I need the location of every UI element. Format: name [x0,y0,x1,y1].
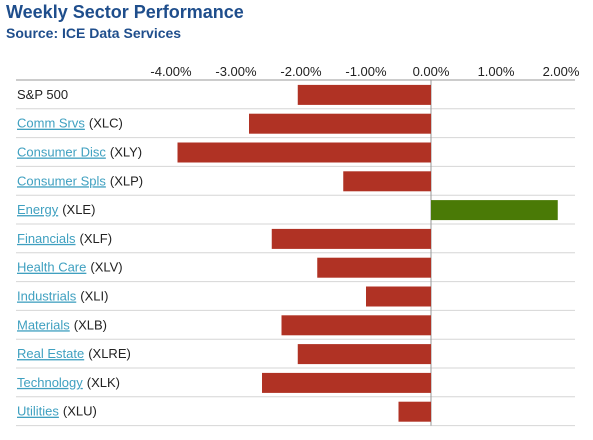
bar-industrials [366,286,431,307]
ticker-label: (XLP) [110,173,143,188]
grid-layer [16,79,575,427]
sector-link[interactable]: Consumer Spls [17,173,106,188]
x-tick-label: 1.00% [478,64,515,79]
ticker-label: (XLRE) [88,346,131,361]
sector-link[interactable]: Utilities [17,404,59,419]
chart-title: Weekly Sector Performance [6,2,244,22]
bar-consumer-disc [177,142,431,163]
ticker-label: (XLK) [87,375,120,390]
row-label: Industrials (XLI) [17,289,108,304]
sector-link[interactable]: Financials [17,231,76,246]
sector-link[interactable]: Consumer Disc [17,145,106,160]
bars-layer [177,84,558,422]
row-label: Real Estate (XLRE) [17,346,131,361]
sector-link[interactable]: Materials [17,317,70,332]
sector-link[interactable]: Technology [17,375,83,390]
x-tick-label: -4.00% [150,64,192,79]
ticker-label: (XLU) [63,404,97,419]
ticker-label: (XLB) [74,317,107,332]
bar-real-estate [297,344,431,365]
row-label: S&P 500 [17,87,68,102]
ticker-label: (XLI) [80,289,108,304]
sector-link[interactable]: Industrials [17,289,77,304]
ticker-label: (XLF) [80,231,113,246]
ticker-label: (XLC) [89,116,123,131]
x-tick-label: 0.00% [413,64,450,79]
bar-technology [262,372,431,393]
row-label: Health Care (XLV) [17,260,123,275]
sector-link[interactable]: Comm Srvs [17,116,85,131]
sector-link[interactable]: Energy [17,202,59,217]
bar-consumer-spls [343,171,431,192]
bar-health-care [317,257,431,278]
x-tick-label: -1.00% [345,64,387,79]
bar-s-p-500 [297,84,431,105]
row-label: Utilities (XLU) [17,404,97,419]
x-tick-label: -3.00% [215,64,257,79]
chart-source: Source: ICE Data Services [6,25,182,41]
row-label: Materials (XLB) [17,317,107,332]
bar-energy [431,200,558,221]
bar-materials [281,315,431,336]
sector-link[interactable]: Health Care [17,260,86,275]
ticker-label: (XLV) [90,260,122,275]
sector-link[interactable]: Real Estate [17,346,84,361]
row-label: Financials (XLF) [17,231,112,246]
x-tick-label: 2.00% [543,64,580,79]
row-label: Energy (XLE) [17,202,95,217]
ticker-label: (XLY) [110,145,142,160]
ticker-label: (XLE) [62,202,95,217]
bar-utilities [398,401,431,422]
row-label: Comm Srvs (XLC) [17,116,123,131]
bar-financials [271,228,431,249]
row-label: Consumer Spls (XLP) [17,173,143,188]
row-label: Technology (XLK) [17,375,120,390]
ticks-layer: -4.00% -3.00% -2.00% -1.00% 0.00% 1.00% 2.00% [150,64,579,79]
bar-comm-srvs [249,113,431,134]
index-label: S&P 500 [17,87,68,102]
row-label: Consumer Disc (XLY) [17,145,142,160]
x-tick-label: -2.00% [280,64,322,79]
